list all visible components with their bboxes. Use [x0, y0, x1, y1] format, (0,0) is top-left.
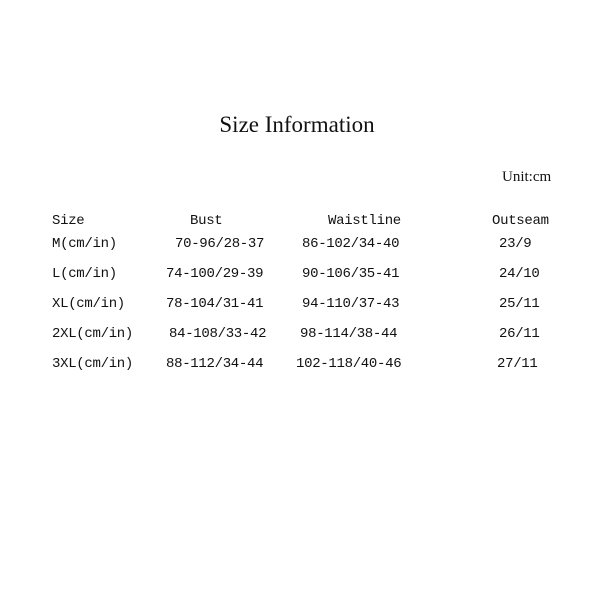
- outseam-cell: 25/11: [499, 296, 540, 312]
- bust-cell: 78-104/31-41: [166, 296, 264, 312]
- table-row: 3XL(cm/in) 88-112/34-44 102-118/40-46 27…: [0, 356, 600, 380]
- bust-cell: 84-108/33-42: [169, 326, 267, 342]
- outseam-cell: 26/11: [499, 326, 540, 342]
- bust-cell: 88-112/34-44: [166, 356, 264, 372]
- outseam-cell: 23/9: [499, 236, 532, 252]
- size-cell: M(cm/in): [52, 236, 117, 252]
- size-cell: 3XL(cm/in): [52, 356, 134, 372]
- size-cell: 2XL(cm/in): [52, 326, 134, 342]
- outseam-cell: 24/10: [499, 266, 540, 282]
- bust-cell: 74-100/29-39: [166, 266, 264, 282]
- waistline-cell: 102-118/40-46: [296, 356, 402, 372]
- table-row: 2XL(cm/in) 84-108/33-42 98-114/38-44 26/…: [0, 326, 600, 350]
- header-waistline: Waistline: [328, 213, 401, 229]
- waistline-cell: 86-102/34-40: [302, 236, 400, 252]
- page-title: Size Information: [219, 112, 375, 137]
- unit-label: Unit:cm: [502, 169, 552, 185]
- waistline-cell: 94-110/37-43: [302, 296, 400, 312]
- table-row: L(cm/in) 74-100/29-39 90-106/35-41 24/10: [0, 266, 600, 290]
- header-bust: Bust: [190, 213, 223, 229]
- table-row: XL(cm/in) 78-104/31-41 94-110/37-43 25/1…: [0, 296, 600, 320]
- header-outseam: Outseam: [492, 213, 549, 229]
- size-cell: L(cm/in): [52, 266, 117, 282]
- header-size: Size: [52, 213, 85, 229]
- waistline-cell: 90-106/35-41: [302, 266, 400, 282]
- table-row: M(cm/in) 70-96/28-37 86-102/34-40 23/9: [0, 236, 600, 260]
- table-header: Size Bust Waistline Outseam: [0, 213, 600, 237]
- waistline-cell: 98-114/38-44: [300, 326, 398, 342]
- bust-cell: 70-96/28-37: [175, 236, 265, 252]
- size-cell: XL(cm/in): [52, 296, 125, 312]
- outseam-cell: 27/11: [497, 356, 538, 372]
